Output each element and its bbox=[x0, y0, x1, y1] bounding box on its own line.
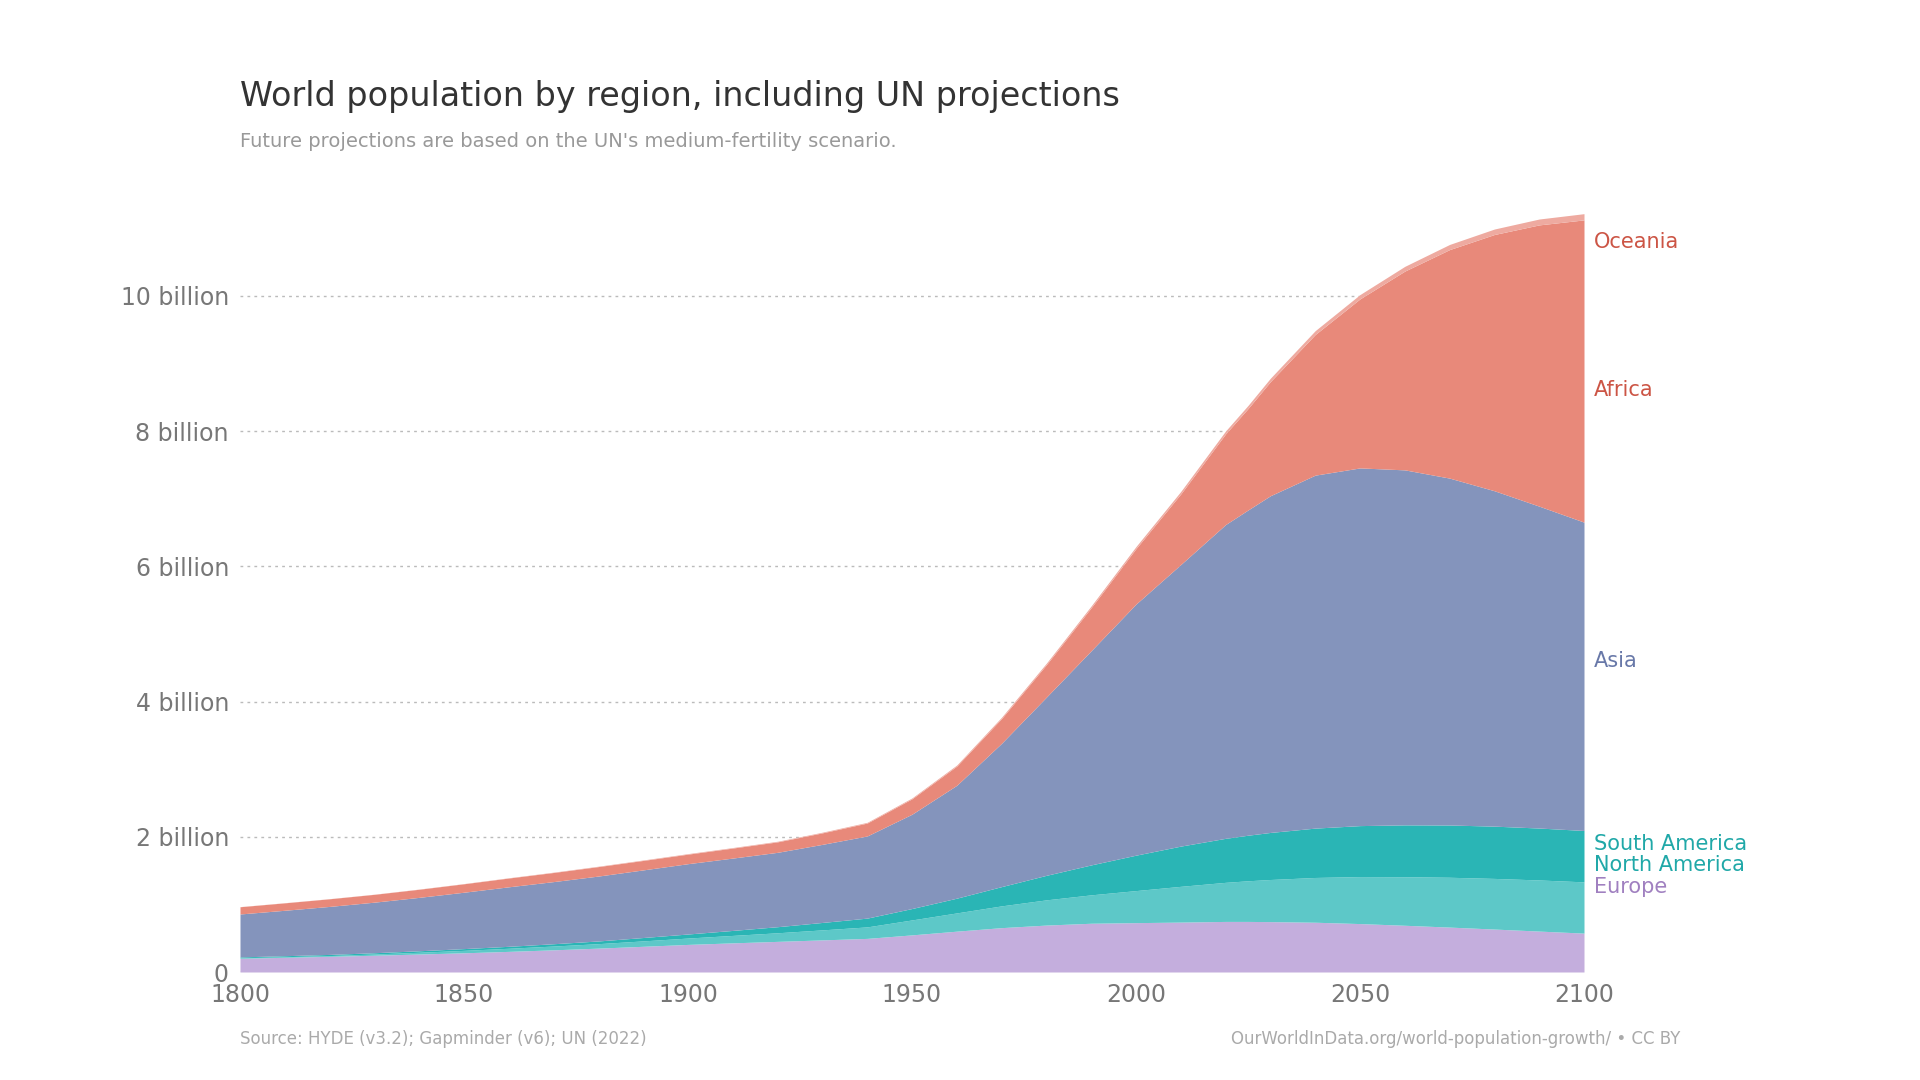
Text: South America: South America bbox=[1594, 834, 1747, 853]
Text: Europe: Europe bbox=[1594, 877, 1667, 896]
Text: Future projections are based on the UN's medium-fertility scenario.: Future projections are based on the UN's… bbox=[240, 132, 897, 151]
Text: OurWorldInData.org/world-population-growth/ • CC BY: OurWorldInData.org/world-population-grow… bbox=[1231, 1029, 1680, 1048]
Text: World population by region, including UN projections: World population by region, including UN… bbox=[240, 80, 1119, 113]
Text: Oceania: Oceania bbox=[1594, 232, 1678, 252]
Text: North America: North America bbox=[1594, 855, 1745, 875]
Text: Source: HYDE (v3.2); Gapminder (v6); UN (2022): Source: HYDE (v3.2); Gapminder (v6); UN … bbox=[240, 1029, 647, 1048]
Text: Asia: Asia bbox=[1594, 651, 1638, 671]
Text: Africa: Africa bbox=[1594, 380, 1653, 401]
